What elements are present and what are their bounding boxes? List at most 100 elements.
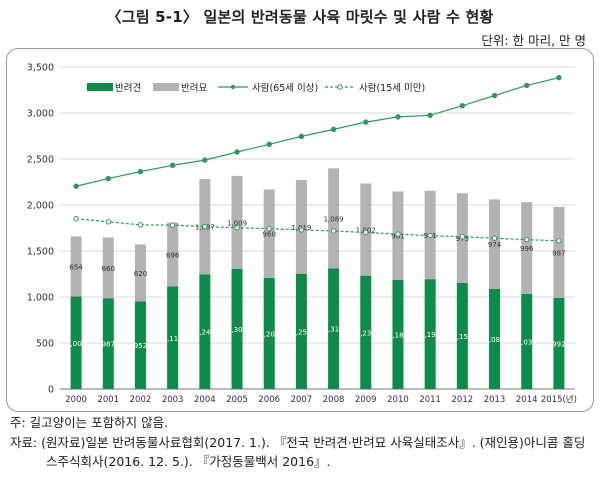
bar-dog — [328, 268, 340, 389]
series-65plus-point — [137, 168, 144, 175]
bar-dog-label: 1,114 — [163, 335, 184, 343]
series-65plus-point — [491, 92, 498, 99]
series-65plus-line — [75, 77, 560, 187]
bar-cat-label: 660 — [102, 265, 115, 273]
bar-cat — [263, 189, 275, 278]
bar-cat — [360, 183, 372, 276]
series-65plus-point — [234, 149, 240, 155]
bar-cat-label: 960 — [263, 231, 276, 239]
bar-dog-label: 1,310 — [324, 326, 344, 334]
bar-dog-label: 1,307 — [227, 326, 247, 334]
chart-title: 〈그림 5-1〉 일본의 반려동물 사육 마릿수 및 사람 수 현황 — [106, 8, 494, 26]
y-tick-label: 2,500 — [27, 155, 54, 166]
bar-cat — [328, 168, 340, 269]
bar-cat-label: 654 — [69, 263, 83, 271]
legend-label-under15: 사람(15세 미만) — [359, 82, 425, 94]
y-tick-label: 2,000 — [27, 201, 54, 212]
bar-dog — [489, 288, 501, 389]
series-under15-point — [73, 216, 79, 222]
series-65plus-point — [395, 114, 401, 120]
bar-cat-label: 996 — [520, 245, 534, 253]
x-tick-label: 2008 — [323, 395, 345, 405]
bar-dog-label: 1,035 — [517, 338, 537, 346]
bar-dog-label: 992 — [552, 340, 565, 348]
y-tick-label: 500 — [36, 339, 54, 350]
legend-label-dog: 반려견 — [115, 82, 141, 94]
x-tick-label: 2011 — [419, 395, 441, 405]
bar-cat-label: 974 — [488, 241, 502, 249]
series-under15-point — [524, 236, 530, 243]
bar-cat-label: 987 — [552, 249, 565, 257]
legend-swatch-under15-dot — [337, 84, 343, 90]
series-under15-point — [266, 225, 272, 232]
series-under15-point — [234, 225, 240, 231]
x-tick-label: 2012 — [452, 395, 474, 405]
x-tick-label: 2015(년) — [541, 394, 577, 405]
legend-swatch-dog — [87, 83, 113, 91]
bar-cat — [70, 236, 82, 297]
bar-dog-label: 987 — [102, 341, 115, 349]
series-65plus-point — [73, 183, 79, 189]
series-65plus-point — [427, 112, 433, 119]
bar-dog — [199, 274, 211, 389]
chart-source: 자료: (원자료)일본 반려동물사료협회(2017. 1.). 『전국 반려견·… — [10, 433, 595, 471]
x-tick-label: 2010 — [387, 395, 409, 405]
bar-dog-label: 952 — [134, 342, 147, 350]
y-tick-label: 3,500 — [27, 63, 54, 74]
series-under15-point — [169, 222, 176, 228]
series-65plus-point — [459, 103, 466, 109]
bar-dog — [521, 293, 533, 389]
x-tick-label: 2013 — [484, 395, 506, 405]
bar-dog-label: 1,246 — [195, 329, 216, 337]
series-under15-point — [395, 231, 401, 237]
series-under15-point — [202, 223, 208, 230]
series-65plus-point — [105, 175, 111, 182]
series-65plus-point — [266, 141, 272, 147]
series-under15-point — [363, 229, 369, 236]
x-tick-label: 2004 — [194, 395, 216, 405]
bar-cat — [489, 199, 501, 289]
series-under15-point — [105, 219, 111, 225]
bar-dog-label: 1,005 — [66, 340, 86, 348]
series-65plus-point — [524, 82, 530, 89]
bar-cat-label: 1,009 — [227, 219, 247, 227]
legend-label-cat: 반려묘 — [181, 82, 207, 94]
bar-cat — [553, 206, 565, 298]
x-tick-label: 2014 — [516, 395, 538, 405]
series-65plus-point — [556, 74, 562, 81]
bar-dog — [134, 301, 146, 389]
x-tick-label: 2005 — [226, 395, 248, 405]
bar-dog — [70, 296, 82, 389]
bar-cat-label: 620 — [134, 270, 147, 278]
bar-dog — [392, 279, 404, 389]
unit-label: 단위: 한 마리, 만 명 — [481, 33, 586, 48]
x-tick-label: 2009 — [355, 395, 377, 405]
series-65plus-point — [202, 157, 208, 163]
y-tick-label: 0 — [48, 385, 54, 396]
x-tick-label: 2007 — [291, 395, 313, 405]
bar-dog-label: 1,194 — [420, 331, 441, 339]
bar-dog-label: 1,087 — [485, 336, 505, 344]
bar-dog — [424, 279, 436, 389]
x-tick-label: 2002 — [130, 395, 152, 405]
bar-cat — [521, 202, 533, 294]
bar-dog — [167, 286, 179, 389]
series-under15-point — [137, 222, 144, 228]
bar-dog-label: 1,232 — [356, 329, 376, 337]
bar-dog — [360, 275, 372, 389]
bar-dog-label: 1,209 — [259, 330, 279, 338]
y-tick-label: 3,000 — [27, 109, 54, 120]
y-tick-label: 1,500 — [27, 247, 54, 258]
series-under15-point — [491, 235, 498, 241]
series-under15-point — [459, 234, 466, 240]
series-under15-point — [427, 232, 433, 239]
series-under15-line — [76, 218, 559, 242]
x-tick-label: 2000 — [65, 395, 87, 405]
x-tick-label: 2003 — [162, 395, 184, 405]
legend-swatch-65plus-dot — [230, 84, 236, 90]
bar-dog — [295, 273, 307, 389]
bar-dog — [102, 298, 114, 389]
series-65plus-point — [330, 126, 337, 133]
legend-swatch-cat — [153, 83, 179, 91]
